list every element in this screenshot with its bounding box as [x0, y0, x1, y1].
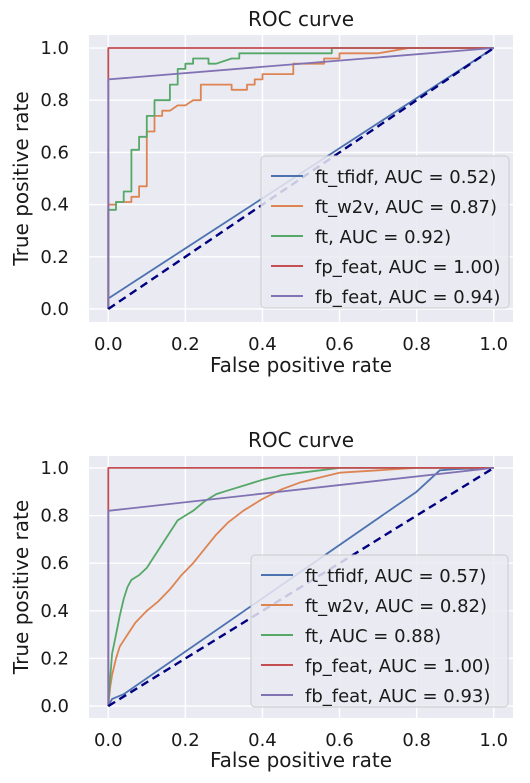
legend-entry: ft_w2v, AUC = 0.82)	[305, 596, 487, 617]
chart-title: ROC curve	[248, 428, 354, 452]
x-axis-label: False positive rate	[210, 353, 392, 377]
y-tick-label: 0.4	[40, 601, 69, 622]
x-tick-label: 0.4	[248, 730, 277, 751]
y-axis-label: True positive rate	[9, 91, 33, 266]
chart-1: 0.0 0.2 0.4 0.6 0.8 1.0 0.0 0.2 0.4 0.6 0.8 1.0 ROC …	[9, 7, 513, 377]
series-line-fb_feat	[107, 47, 494, 309]
y-tick-label: 0.8	[40, 90, 69, 111]
chart-title: ROC curve	[248, 7, 354, 31]
y-tick-label: 1.0	[40, 38, 69, 59]
legend-box	[250, 554, 509, 708]
y-tick-label: 0.4	[40, 195, 69, 216]
legend-entry: ft_tfidf, AUC = 0.57)	[305, 566, 486, 587]
x-tick-label: 0.2	[171, 730, 200, 751]
y-tick-label: 0.0	[40, 299, 69, 320]
y-tick-label: 0.8	[40, 506, 69, 527]
y-tick-label: 0.6	[40, 142, 69, 163]
x-axis-label: False positive rate	[210, 748, 392, 772]
legend-entry: fb_feat, AUC = 0.93)	[305, 686, 490, 707]
series-line-ft_w2v	[107, 466, 494, 707]
y-tick-label: 0.0	[40, 696, 69, 717]
series-line-ft_tfidf	[107, 467, 494, 707]
x-tick-label: 1.0	[479, 334, 508, 355]
legend: ft_tfidf, AUC = 0.52) ft_w2v, AUC = 0.87)…	[260, 155, 510, 309]
legend-entry: ft_tfidf, AUC = 0.52)	[315, 167, 496, 188]
y-tick-label: 1.0	[40, 458, 69, 479]
legend-entry: fp_feat, AUC = 1.00)	[315, 257, 500, 278]
x-tick-label: 1.0	[479, 730, 508, 751]
y-tick-label: 0.6	[40, 553, 69, 574]
series-line-ft	[107, 466, 494, 707]
x-tick-label: 0.6	[325, 334, 354, 355]
legend-entry: ft, AUC = 0.88)	[305, 626, 441, 647]
y-tick-label: 0.2	[40, 648, 69, 669]
y-axis-label: True positive rate	[9, 500, 33, 675]
x-tick-label: 0.6	[325, 730, 354, 751]
x-tick-label: 0.0	[94, 334, 123, 355]
legend-entry: fb_feat, AUC = 0.94)	[315, 287, 500, 308]
x-tick-label: 0.4	[248, 334, 277, 355]
x-tick-label: 0.8	[402, 334, 431, 355]
x-tick-label: 0.8	[402, 730, 431, 751]
series-line-fb_feat	[107, 467, 494, 707]
y-tick-label: 0.2	[40, 247, 69, 268]
legend-box	[260, 155, 510, 309]
series-line-ft_w2v	[107, 47, 494, 309]
x-tick-label: 0.2	[171, 334, 200, 355]
series-line-ft	[107, 47, 494, 309]
x-tick-label: 0.0	[94, 730, 123, 751]
chart-2: 0.0 0.2 0.4 0.6 0.8 1.0 0.0 0.2 0.4 0.6 0.8 1.0 ROC …	[9, 428, 513, 772]
legend: ft_tfidf, AUC = 0.57) ft_w2v, AUC = 0.82)…	[250, 554, 509, 708]
legend-entry: fp_feat, AUC = 1.00)	[305, 656, 490, 677]
legend-entry: ft_w2v, AUC = 0.87)	[315, 197, 497, 218]
legend-entry: ft, AUC = 0.92)	[315, 227, 451, 248]
